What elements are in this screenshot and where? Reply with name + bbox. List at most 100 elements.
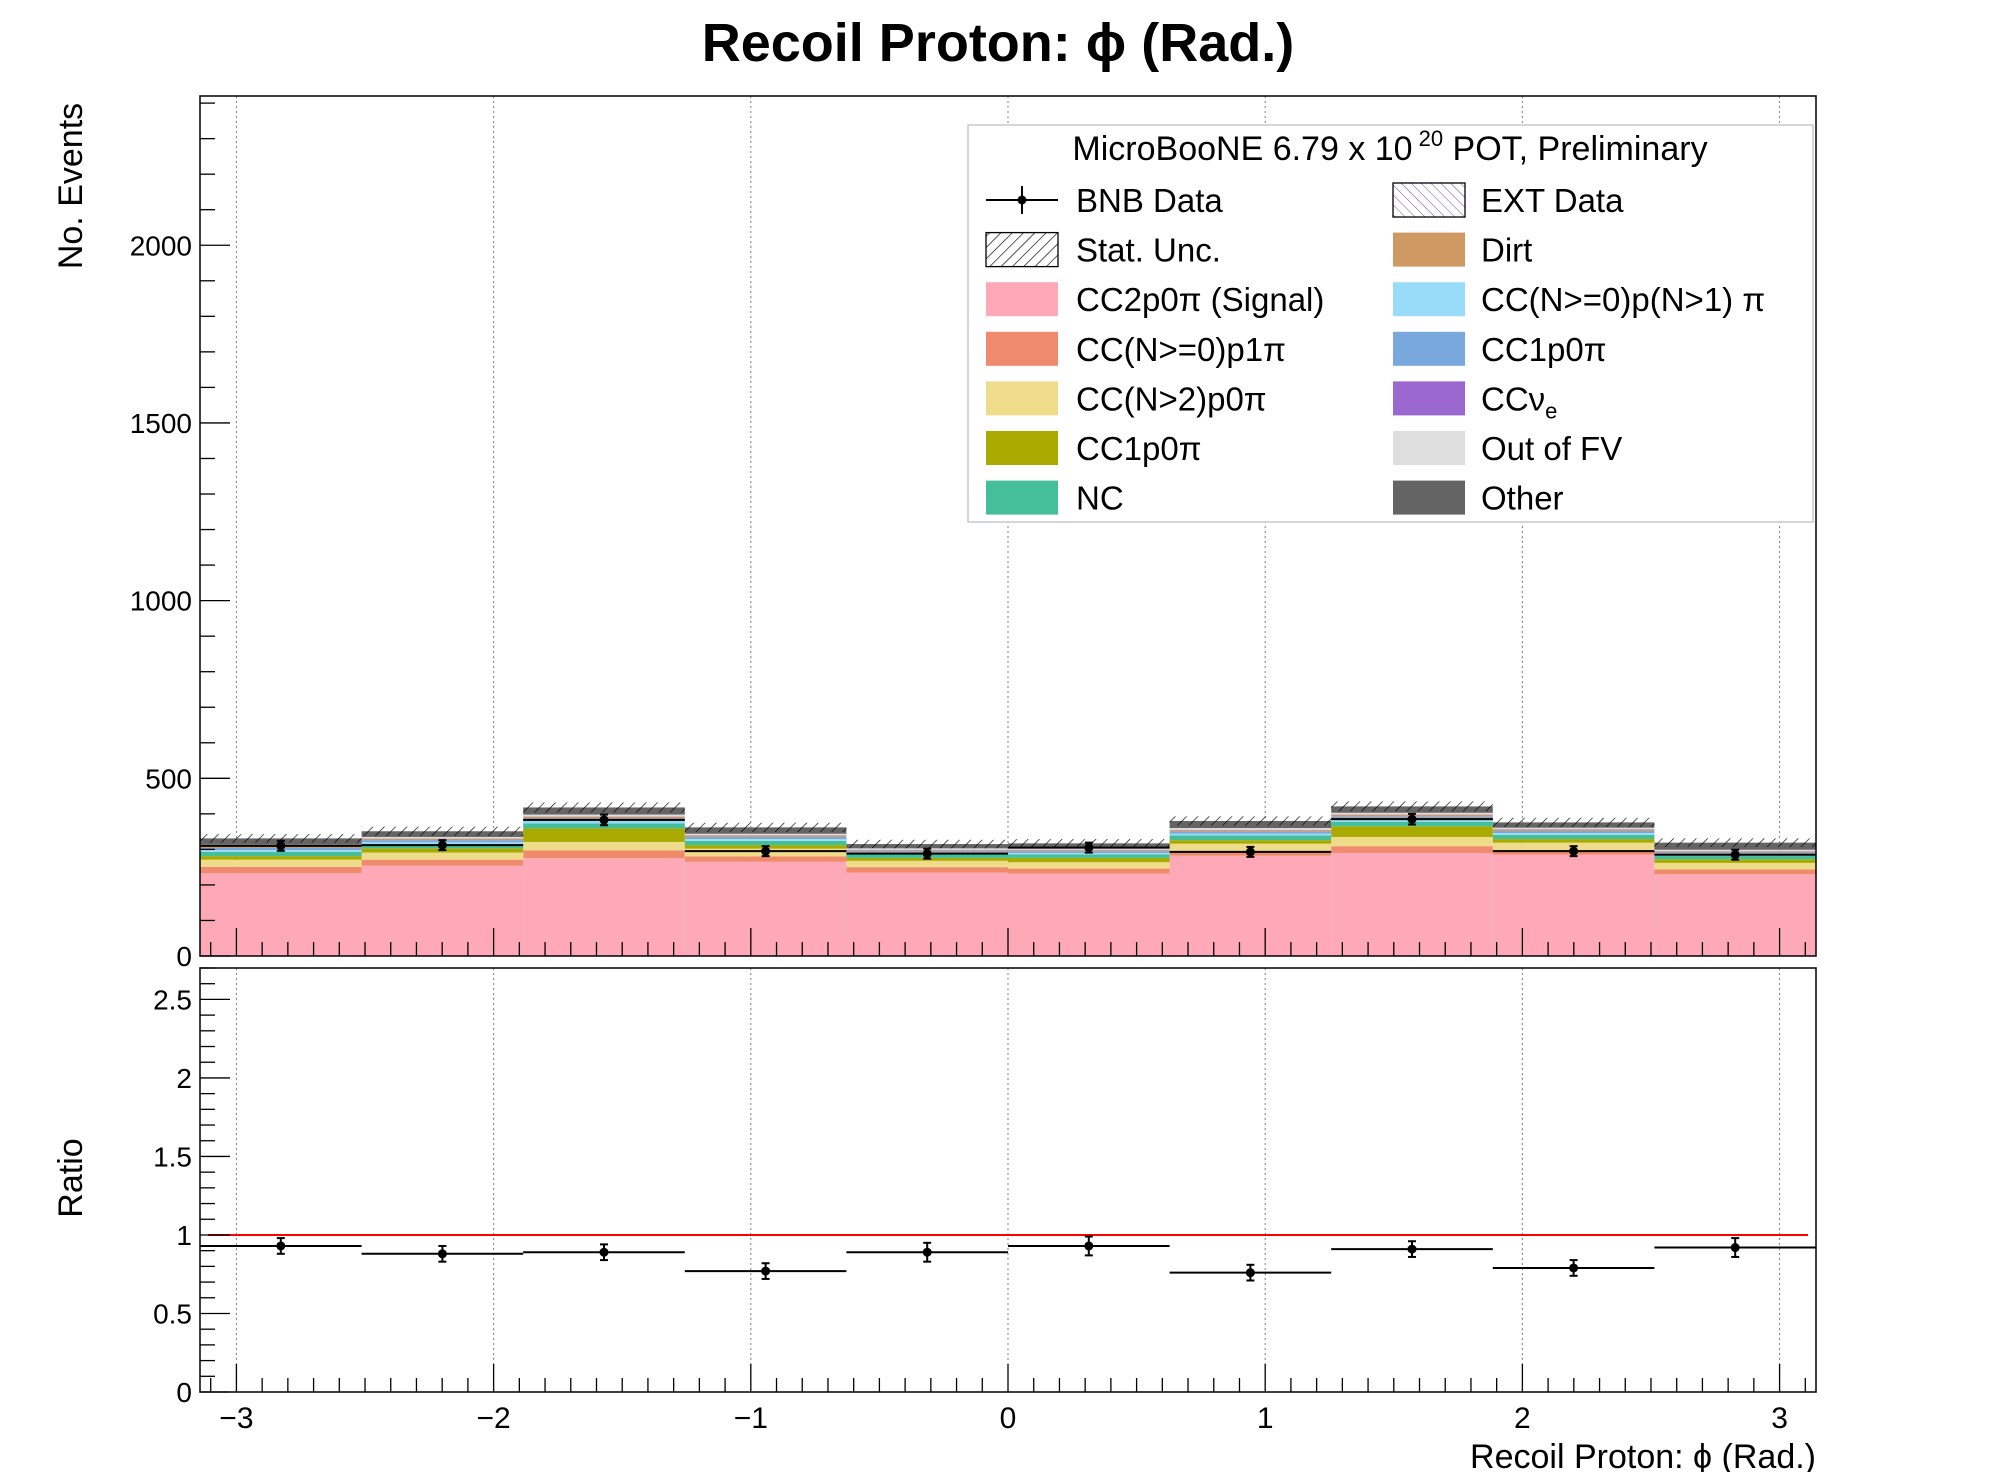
- legend-swatch-ccnpnpi: [1393, 282, 1465, 317]
- bar-cc1p0pi_b: [684, 836, 847, 840]
- ratio-y-axis: 0 0.5 1 1.5 2 2.5: [153, 967, 230, 1408]
- x-axis-label: Recoil Proton: ϕ (Rad.): [1470, 1438, 1816, 1472]
- ratio-y-tick-label: 0: [176, 1377, 192, 1408]
- cross-hatched-box-icon: [1392, 182, 1466, 218]
- x-tick-label: 1: [1257, 1402, 1274, 1435]
- ratio-panel: 0 0.5 1 1.5 2 2.5 −3 −2 −1 0 1 2 3 Ratio Recoil Proton…: [52, 967, 1817, 1472]
- legend-header-exponent: 20: [1419, 126, 1443, 151]
- legend-entry: CC(N>=0)p1π: [986, 331, 1286, 368]
- bar-signal: [684, 861, 847, 956]
- bar-signal: [1492, 854, 1655, 956]
- main-y-axis-label: No. Events: [52, 103, 90, 269]
- legend-entry: Out of FV: [1393, 430, 1622, 467]
- stat-unc-box: [1169, 816, 1332, 826]
- ratio-point: [761, 1266, 771, 1276]
- bar-ccnpnpi: [1169, 833, 1332, 836]
- legend-swatch-outfv: [1393, 431, 1465, 465]
- bar-ccnp1pi: [1008, 868, 1170, 874]
- legend-label: BNB Data: [1076, 182, 1223, 219]
- bar-cc1p0pi_a: [1008, 857, 1170, 863]
- ratio-y-tick-label: 2: [176, 1063, 192, 1094]
- ratio-point: [1084, 1241, 1094, 1251]
- data-point: [599, 815, 609, 825]
- legend-entry: CC1p0π: [1393, 331, 1607, 368]
- bar-signal: [200, 873, 362, 956]
- bar-cc1p0pi_a: [200, 856, 362, 860]
- legend-swatch-cc1p0pi_a: [986, 431, 1058, 465]
- bar-ccnp1pi: [523, 850, 685, 859]
- x-tick-label: 0: [1000, 1402, 1017, 1435]
- ratio-point: [1569, 1263, 1579, 1273]
- y-tick-label: 1500: [130, 408, 192, 439]
- bar-signal: [1331, 852, 1493, 956]
- bar-ccn2p0pi: [846, 860, 1008, 868]
- bar-cc1p0pi_a: [1169, 840, 1332, 844]
- bar-cc1p0pi_b: [1492, 830, 1655, 834]
- stat-unc-box: [846, 839, 1008, 849]
- legend-label: EXT Data: [1481, 182, 1624, 219]
- data-point: [276, 841, 286, 851]
- bar-outfv: [361, 836, 524, 839]
- legend-entry: CC(N>=0)p(N>1) π: [1393, 281, 1765, 318]
- bar-signal: [1008, 873, 1170, 956]
- hatched-box-icon: [985, 231, 1059, 268]
- ratio-point: [1407, 1244, 1417, 1254]
- legend-label: NC: [1076, 480, 1124, 517]
- y-tick-label: 500: [145, 763, 192, 794]
- legend-header-tail: POT, Preliminary: [1443, 130, 1708, 168]
- x-tick-label: −2: [477, 1402, 511, 1435]
- bar-ccn2p0pi: [200, 859, 362, 867]
- legend-entry: Other: [1393, 480, 1564, 517]
- bar-outfv: [1492, 827, 1655, 830]
- x-tick-label: −3: [219, 1402, 253, 1435]
- legend-label: CC(N>=0)p(N>1) π: [1481, 281, 1765, 318]
- x-tick-label: 3: [1771, 1402, 1788, 1435]
- ratio-point: [599, 1247, 609, 1257]
- legend-swatch-ccn2p0pi: [986, 381, 1058, 416]
- legend-label: CC1p0π: [1076, 430, 1202, 467]
- legend-label-subscript: e: [1545, 398, 1557, 423]
- stat-unc-box: [1331, 801, 1493, 812]
- ratio-point: [1245, 1268, 1255, 1278]
- legend-swatch-other: [1393, 480, 1465, 515]
- legend-swatch-ccnp1pi: [986, 331, 1058, 366]
- stat-unc-box: [1492, 817, 1655, 827]
- bar-signal: [1654, 874, 1816, 956]
- x-tick-label: −1: [734, 1402, 768, 1435]
- ratio-y-tick-label: 1: [176, 1220, 192, 1251]
- bar-nc: [1169, 835, 1332, 841]
- stat-unc-box: [684, 822, 847, 832]
- legend-swatch-nc: [986, 480, 1058, 515]
- legend-swatch-dirt: [1393, 232, 1465, 267]
- bar-ccn2p0pi: [1654, 862, 1816, 870]
- legend-header-main: MicroBooNE 6.79 x 10: [1072, 130, 1412, 168]
- legend-label: CC(N>2)p0π: [1076, 380, 1267, 417]
- legend-label: Dirt: [1481, 232, 1532, 269]
- data-point: [1569, 846, 1579, 856]
- data-point: [1407, 814, 1417, 824]
- y-tick-label: 1000: [130, 586, 192, 617]
- plot-title: Recoil Proton: ϕ (Rad.): [701, 13, 1295, 73]
- bar-nc: [684, 840, 847, 846]
- legend-label: Other: [1481, 480, 1564, 517]
- bar-ccnp1pi: [1331, 846, 1493, 853]
- bar-outfv: [1169, 828, 1332, 830]
- legend-entry: NC: [986, 480, 1124, 517]
- legend-label: CCνe: [1481, 380, 1557, 423]
- bar-signal: [846, 872, 1008, 956]
- legend-label: Out of FV: [1481, 430, 1622, 467]
- bar-cc1p0pi_a: [1654, 859, 1816, 863]
- legend-label: CC1p0π: [1481, 331, 1607, 368]
- legend-entry: Dirt: [1393, 232, 1532, 269]
- ratio-points: [200, 1235, 1816, 1282]
- bar-outfv: [684, 833, 847, 836]
- bar-nc: [1492, 834, 1655, 840]
- bar-cc1p0pi_a: [523, 828, 685, 842]
- bar-signal: [361, 865, 524, 956]
- legend-swatch-cc1p0pi_b: [1393, 331, 1465, 366]
- bar-dirt: [684, 835, 847, 837]
- ratio-point: [1730, 1243, 1740, 1253]
- ratio-y-axis-label: Ratio: [52, 1138, 90, 1217]
